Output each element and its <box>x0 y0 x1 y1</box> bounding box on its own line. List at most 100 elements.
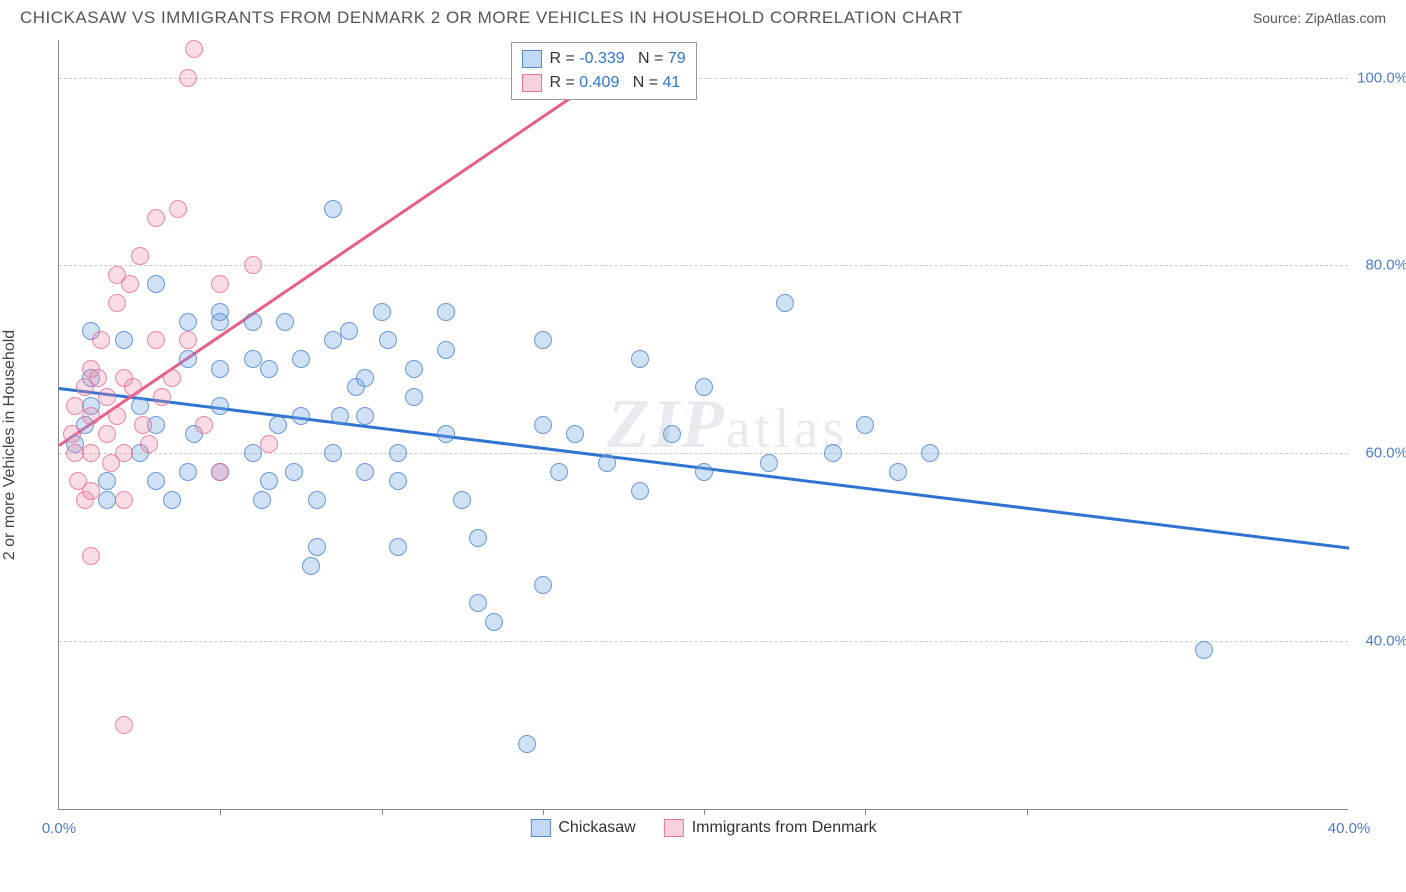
data-point <box>179 69 197 87</box>
legend-swatch-blue <box>530 819 550 837</box>
data-point <box>179 331 197 349</box>
data-point <box>550 463 568 481</box>
x-tick <box>382 809 383 815</box>
data-point <box>485 613 503 631</box>
data-point <box>82 407 100 425</box>
data-point <box>115 444 133 462</box>
data-point <box>244 256 262 274</box>
data-point <box>379 331 397 349</box>
data-point <box>115 716 133 734</box>
data-point <box>66 397 84 415</box>
data-point <box>598 454 616 472</box>
x-tick <box>543 809 544 815</box>
data-point <box>856 416 874 434</box>
data-point <box>534 331 552 349</box>
data-point <box>147 209 165 227</box>
data-point <box>308 491 326 509</box>
data-point <box>115 331 133 349</box>
data-point <box>324 331 342 349</box>
x-tick-label: 0.0% <box>42 820 76 837</box>
data-point <box>211 275 229 293</box>
data-point <box>776 294 794 312</box>
data-point <box>163 491 181 509</box>
data-point <box>169 200 187 218</box>
legend-swatch-pink <box>664 819 684 837</box>
legend-item-chickasaw: Chickasaw <box>530 819 635 837</box>
data-point <box>285 463 303 481</box>
legend-row: R = -0.339 N = 79 <box>522 47 686 71</box>
data-point <box>140 435 158 453</box>
data-point <box>244 444 262 462</box>
data-point <box>469 529 487 547</box>
data-point <box>179 350 197 368</box>
data-point <box>921 444 939 462</box>
data-point <box>437 341 455 359</box>
data-point <box>269 416 287 434</box>
data-point <box>663 425 681 443</box>
data-point <box>405 360 423 378</box>
data-point <box>82 547 100 565</box>
data-point <box>1195 641 1213 659</box>
data-point <box>147 275 165 293</box>
y-tick-label: 80.0% <box>1365 257 1406 274</box>
data-point <box>82 444 100 462</box>
data-point <box>124 378 142 396</box>
data-point <box>356 369 374 387</box>
data-point <box>244 313 262 331</box>
data-point <box>276 313 294 331</box>
data-point <box>453 491 471 509</box>
data-point <box>308 538 326 556</box>
legend-item-denmark: Immigrants from Denmark <box>664 819 877 837</box>
data-point <box>695 378 713 396</box>
x-tick <box>1027 809 1028 815</box>
data-point <box>211 313 229 331</box>
data-point <box>179 463 197 481</box>
data-point <box>405 388 423 406</box>
bottom-legend: Chickasaw Immigrants from Denmark <box>530 819 876 837</box>
data-point <box>108 407 126 425</box>
data-point <box>292 350 310 368</box>
legend-swatch-blue <box>522 50 542 68</box>
data-point <box>244 350 262 368</box>
data-point <box>324 444 342 462</box>
y-tick-label: 100.0% <box>1357 69 1406 86</box>
y-tick-label: 60.0% <box>1365 445 1406 462</box>
data-point <box>134 416 152 434</box>
data-point <box>121 275 139 293</box>
data-point <box>98 472 116 490</box>
data-point <box>324 200 342 218</box>
data-point <box>115 491 133 509</box>
data-point <box>389 472 407 490</box>
data-point <box>518 735 536 753</box>
data-point <box>147 331 165 349</box>
data-point <box>260 472 278 490</box>
data-point <box>147 472 165 490</box>
chart-title: CHICKASAW VS IMMIGRANTS FROM DENMARK 2 O… <box>20 8 963 28</box>
legend-stats: R = 0.409 N = 41 <box>550 71 681 95</box>
data-point <box>631 350 649 368</box>
data-point <box>631 482 649 500</box>
data-point <box>98 388 116 406</box>
data-point <box>437 303 455 321</box>
data-point <box>98 425 116 443</box>
data-point <box>195 416 213 434</box>
gridline <box>59 641 1348 642</box>
data-point <box>534 416 552 434</box>
data-point <box>824 444 842 462</box>
x-tick <box>865 809 866 815</box>
y-axis-label: 2 or more Vehicles in Household <box>1 330 19 560</box>
data-point <box>260 435 278 453</box>
data-point <box>356 407 374 425</box>
data-point <box>695 463 713 481</box>
data-point <box>373 303 391 321</box>
data-point <box>566 425 584 443</box>
gridline <box>59 78 1348 79</box>
correlation-legend: R = -0.339 N = 79R = 0.409 N = 41 <box>511 42 697 100</box>
data-point <box>253 491 271 509</box>
legend-label: Chickasaw <box>558 819 635 837</box>
chart-source: Source: ZipAtlas.com <box>1253 10 1386 26</box>
data-point <box>92 331 110 349</box>
x-tick <box>704 809 705 815</box>
plot-area: ZIPatlas Chickasaw Immigrants from Denma… <box>58 40 1348 810</box>
data-point <box>163 369 181 387</box>
